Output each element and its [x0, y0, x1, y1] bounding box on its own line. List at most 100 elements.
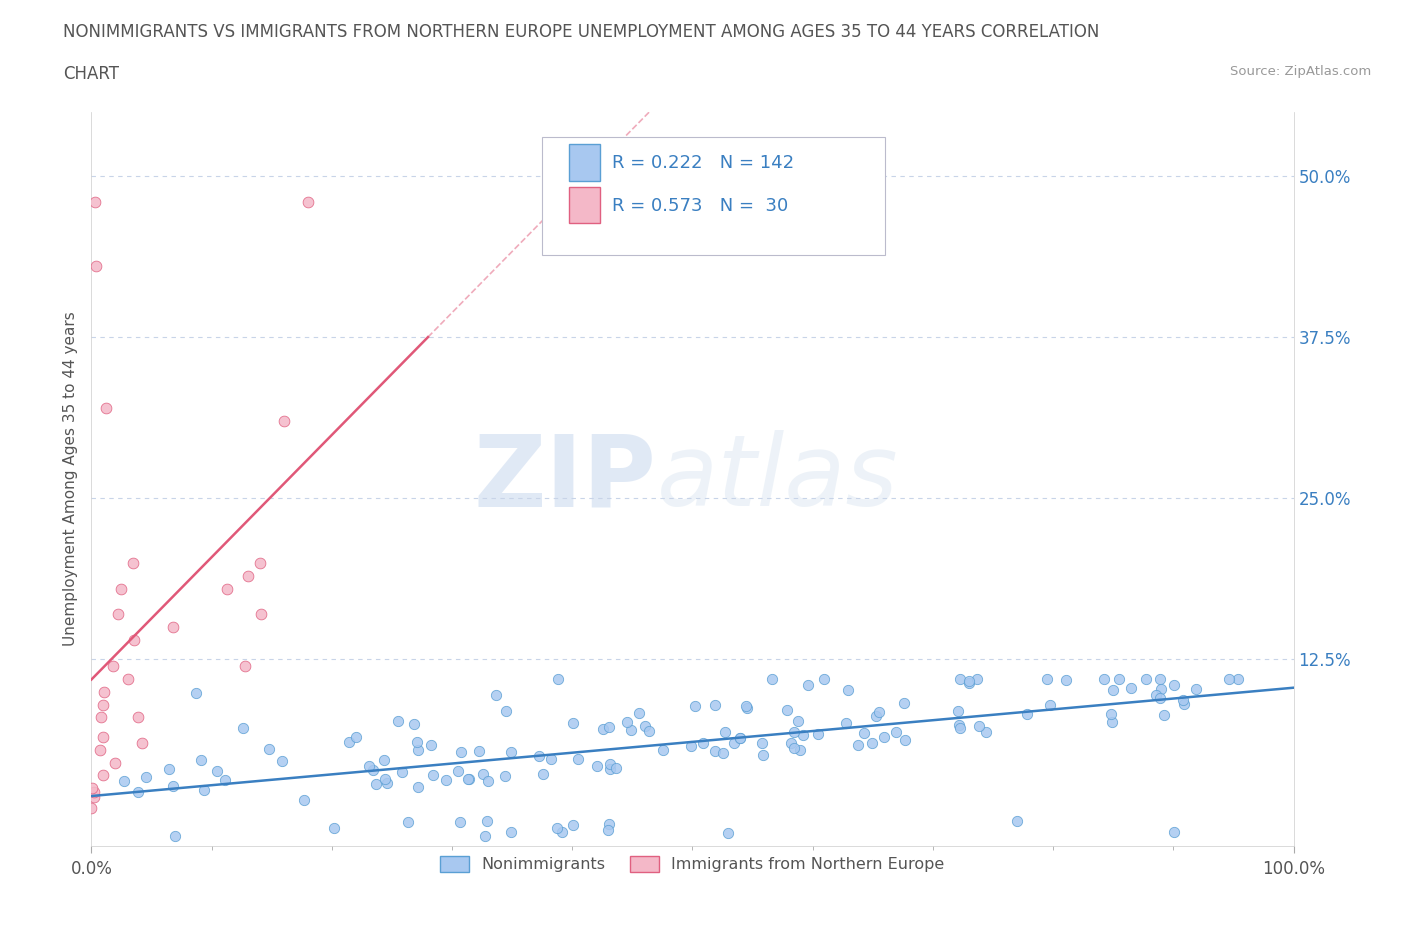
Point — [1149, 690, 1171, 705]
Point — [598, 817, 620, 831]
Point — [852, 725, 875, 740]
Point — [783, 724, 806, 739]
Text: Source: ZipAtlas.com: Source: ZipAtlas.com — [1230, 65, 1371, 78]
Point — [703, 743, 725, 758]
Point — [886, 724, 908, 739]
Point — [344, 729, 367, 744]
Point — [292, 792, 315, 807]
Point — [1173, 697, 1195, 711]
Point — [734, 698, 756, 713]
Point — [679, 738, 702, 753]
Point — [193, 782, 215, 797]
Point — [396, 815, 419, 830]
Point — [783, 741, 806, 756]
Point — [186, 685, 208, 700]
Point — [683, 698, 706, 713]
Point — [93, 684, 115, 699]
Point — [449, 815, 471, 830]
Point — [598, 720, 620, 735]
Point — [946, 704, 969, 719]
Point — [1144, 687, 1167, 702]
Point — [846, 737, 869, 752]
Point — [375, 776, 398, 790]
Point — [117, 671, 139, 686]
Point — [406, 743, 429, 758]
Point — [651, 742, 673, 757]
Point — [249, 555, 271, 570]
Point — [1092, 671, 1115, 686]
Point — [406, 735, 429, 750]
Point — [450, 744, 472, 759]
Point — [605, 761, 627, 776]
Text: R = 0.222   N = 142: R = 0.222 N = 142 — [612, 154, 794, 172]
FancyBboxPatch shape — [568, 144, 600, 180]
Point — [157, 762, 180, 777]
Point — [957, 673, 980, 688]
Point — [546, 820, 568, 835]
Point — [837, 683, 859, 698]
Point — [422, 768, 444, 783]
Point — [107, 607, 129, 622]
Point — [735, 700, 758, 715]
Point — [730, 731, 752, 746]
Point — [297, 194, 319, 209]
Point — [751, 736, 773, 751]
Point — [250, 607, 273, 622]
Legend: Nonimmigrants, Immigrants from Northern Europe: Nonimmigrants, Immigrants from Northern … — [434, 849, 950, 879]
Point — [233, 658, 256, 673]
Point — [127, 785, 149, 800]
FancyBboxPatch shape — [543, 138, 884, 255]
Point — [1108, 671, 1130, 686]
Point — [1149, 671, 1171, 686]
Point — [91, 729, 114, 744]
Point — [458, 771, 481, 786]
Point — [592, 722, 614, 737]
Point — [80, 800, 103, 815]
Text: R = 0.573   N =  30: R = 0.573 N = 30 — [612, 196, 789, 215]
Point — [711, 745, 734, 760]
Point — [214, 773, 236, 788]
Point — [93, 698, 115, 712]
Point — [94, 401, 117, 416]
Point — [162, 619, 184, 634]
Point — [1102, 683, 1125, 698]
Point — [374, 772, 396, 787]
Point — [501, 745, 523, 760]
Point — [122, 555, 145, 570]
Point — [1185, 682, 1208, 697]
Point — [112, 774, 135, 789]
Point — [127, 710, 149, 724]
Point — [527, 748, 550, 763]
Point — [807, 726, 830, 741]
Point — [728, 731, 751, 746]
Point — [627, 705, 650, 720]
Point — [122, 632, 145, 647]
Point — [273, 414, 295, 429]
Point — [90, 710, 112, 724]
Point — [1119, 681, 1142, 696]
Point — [547, 671, 569, 686]
Point — [957, 675, 980, 690]
Point — [162, 778, 184, 793]
Point — [468, 743, 491, 758]
Point — [363, 763, 385, 777]
Point — [586, 759, 609, 774]
Point — [391, 764, 413, 779]
Point — [323, 820, 346, 835]
Point — [91, 768, 114, 783]
Point — [776, 703, 799, 718]
Y-axis label: Unemployment Among Ages 35 to 44 years: Unemployment Among Ages 35 to 44 years — [62, 312, 77, 646]
Point — [501, 825, 523, 840]
Point — [84, 194, 107, 209]
Point — [1054, 672, 1077, 687]
Point — [337, 734, 360, 749]
Text: ZIP: ZIP — [474, 431, 657, 527]
Point — [1036, 671, 1059, 686]
Point — [974, 724, 997, 739]
Point — [789, 743, 811, 758]
Point — [83, 785, 105, 800]
Point — [494, 768, 516, 783]
Point — [434, 773, 457, 788]
Point — [567, 751, 589, 766]
Point — [475, 814, 498, 829]
